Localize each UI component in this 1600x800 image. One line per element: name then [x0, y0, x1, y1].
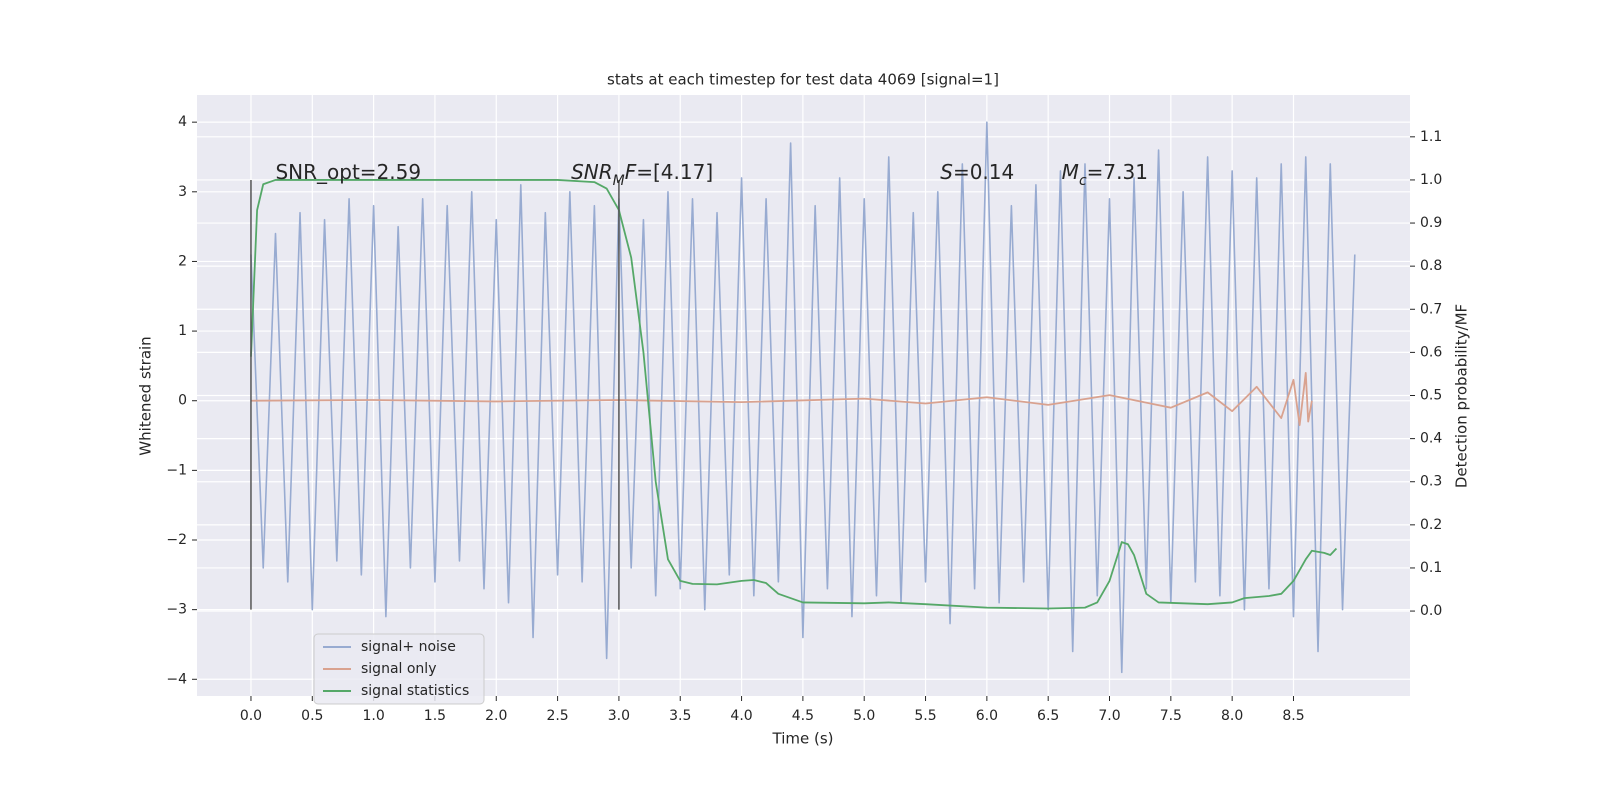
- series-line: [250, 371, 1313, 426]
- annotation-part: M: [1062, 159, 1079, 183]
- annotation-part: S: [940, 159, 953, 183]
- y2-tick-label: 0.5: [1420, 388, 1442, 404]
- y2-tick-label: 0.2: [1420, 517, 1442, 533]
- y-tick-label: 4: [178, 114, 187, 130]
- y-tick-label: 3: [178, 184, 187, 200]
- y2-tick-label: 1.1: [1420, 129, 1442, 145]
- x-tick-label: 7.0: [1098, 708, 1120, 724]
- annotation-part: c: [1079, 173, 1087, 189]
- y2-tick-label: 1.0: [1420, 172, 1442, 188]
- y2-tick-label: 0.7: [1420, 301, 1442, 317]
- y2-tick-label: 0.9: [1420, 215, 1442, 231]
- x-tick-label: 8.0: [1221, 708, 1243, 724]
- y-tick-label: −3: [166, 602, 187, 618]
- y2-tick-label: 0.0: [1420, 603, 1442, 619]
- annotation: SNR_opt=2.59: [275, 159, 421, 183]
- x-tick-label: 2.5: [546, 708, 568, 724]
- x-tick-label: 6.0: [976, 708, 998, 724]
- x-tick-label: 4.5: [792, 708, 814, 724]
- x-tick-label: 0.5: [301, 708, 323, 724]
- y-tick-label: 2: [178, 253, 187, 269]
- x-axis-label: Time (s): [772, 730, 834, 748]
- y2-tick-label: 0.3: [1420, 474, 1442, 490]
- y2-tick-label: 0.6: [1420, 344, 1442, 360]
- x-tick-label: 6.5: [1037, 708, 1059, 724]
- x-tick-label: 5.5: [914, 708, 936, 724]
- y-axis-label: Whitened strain: [137, 336, 155, 455]
- y2-axis-label: Detection probability/MF: [1453, 304, 1471, 488]
- x-tick-label: 1.5: [424, 708, 446, 724]
- annotation: SNRMF=[4.17]: [571, 159, 713, 189]
- x-tick-label: 1.0: [362, 708, 384, 724]
- y2-tick-label: 0.1: [1420, 560, 1442, 576]
- x-tick-label: 8.5: [1282, 708, 1304, 724]
- y-tick-label: −4: [166, 671, 187, 687]
- annotation-part: F: [625, 159, 637, 183]
- annotation-part: SNR: [571, 159, 613, 183]
- legend-label: signal only: [361, 661, 436, 677]
- legend-box: [313, 633, 485, 705]
- x-tick-label: 3.0: [608, 708, 630, 724]
- annotation-part: SNR_opt=2.59: [275, 159, 421, 183]
- y2-tick-label: 0.8: [1420, 258, 1442, 274]
- y-tick-label: 0: [178, 393, 187, 409]
- x-tick-label: 7.5: [1160, 708, 1182, 724]
- annotation-part: =0.14: [953, 159, 1014, 183]
- y-tick-label: −1: [166, 462, 187, 478]
- annotation: Mc=7.31: [1062, 159, 1148, 189]
- y-tick-label: −2: [166, 532, 187, 548]
- x-tick-label: 2.0: [485, 708, 507, 724]
- x-tick-label: 0.0: [240, 708, 262, 724]
- series-line: [250, 179, 1338, 610]
- x-tick-label: 4.0: [730, 708, 752, 724]
- annotation: S=0.14: [940, 159, 1014, 183]
- y-tick-label: 1: [178, 323, 187, 339]
- legend-label: signal+ noise: [361, 639, 456, 655]
- y2-tick-label: 0.4: [1420, 431, 1442, 447]
- x-tick-label: 3.5: [669, 708, 691, 724]
- annotation-part: M: [613, 173, 625, 189]
- legend-label: signal statistics: [361, 683, 469, 699]
- x-tick-label: 5.0: [853, 708, 875, 724]
- annotation-part: =[4.17]: [636, 159, 713, 183]
- chart-title: stats at each timestep for test data 406…: [607, 71, 999, 89]
- annotation-part: =7.31: [1087, 159, 1148, 183]
